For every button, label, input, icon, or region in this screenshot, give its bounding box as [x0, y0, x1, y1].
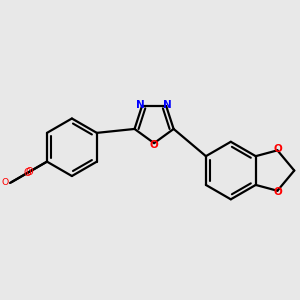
Text: O: O: [2, 178, 9, 188]
Text: N: N: [136, 100, 145, 110]
Text: O: O: [24, 168, 32, 178]
Text: N: N: [163, 100, 172, 110]
Text: O: O: [150, 140, 158, 150]
Text: O: O: [25, 167, 33, 177]
Text: O: O: [274, 187, 283, 197]
Text: O: O: [274, 144, 283, 154]
